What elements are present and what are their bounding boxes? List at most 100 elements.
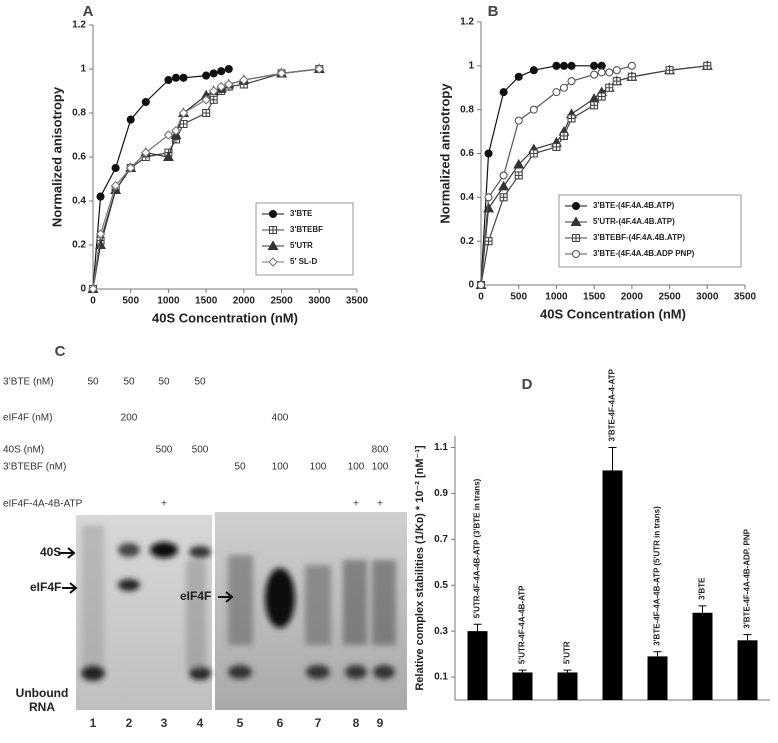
legend-marker xyxy=(267,240,279,251)
x-tick-label: 500 xyxy=(510,292,527,303)
data-point xyxy=(171,73,181,82)
data-point xyxy=(567,114,576,123)
bar xyxy=(467,631,488,700)
x-tick-label: 1000 xyxy=(157,296,180,307)
data-point xyxy=(627,72,636,81)
x-tick-label: 2500 xyxy=(270,296,293,307)
y-tick-label: 0.9 xyxy=(434,488,448,499)
y-tick-label: 0.2 xyxy=(72,240,86,251)
data-point xyxy=(605,83,614,92)
band-label: eIF4F xyxy=(30,580,61,594)
row-label: eIF4F (nM) xyxy=(3,413,52,424)
bar xyxy=(512,672,533,700)
data-point xyxy=(514,72,523,81)
data-point xyxy=(111,163,120,173)
legend-marker xyxy=(268,209,278,219)
data-point xyxy=(484,149,493,158)
data-point xyxy=(96,192,105,201)
row-value: 100 xyxy=(372,462,389,473)
data-point xyxy=(559,131,569,141)
x-tick-label: 0 xyxy=(478,292,484,303)
y-axis-title: Normalized anisotropy xyxy=(49,86,64,227)
row-value: 200 xyxy=(121,413,138,424)
error-bar xyxy=(608,446,617,471)
y-tick-label: 1 xyxy=(80,64,86,75)
data-point xyxy=(499,171,508,180)
y-tick-label: 0 xyxy=(80,284,86,295)
data-point xyxy=(216,81,227,92)
band-label: 40S xyxy=(40,545,61,559)
row-value: 100 xyxy=(348,462,365,473)
lane-number: 6 xyxy=(277,716,284,730)
data-point xyxy=(590,101,599,110)
lane-number: 3 xyxy=(161,716,168,730)
y-tick-label: 1.2 xyxy=(460,17,474,28)
legend-box xyxy=(558,194,742,268)
category-label: 5'UTR-4F-4A-4B-ATP (3'BTE in trans) xyxy=(473,478,482,618)
error-bar xyxy=(743,634,752,641)
bar xyxy=(692,612,713,700)
data-point xyxy=(223,79,234,90)
row-value: 800 xyxy=(372,445,389,456)
bar xyxy=(557,672,578,700)
panel-label: D xyxy=(522,376,533,393)
legend-label: 3'BTEBF xyxy=(290,225,323,234)
y-tick-label: 0.8 xyxy=(460,104,474,115)
legend-label: 3'BTE xyxy=(290,209,313,218)
y-tick-label: 0.3 xyxy=(434,626,448,637)
data-point xyxy=(209,95,218,104)
series-line xyxy=(480,65,602,286)
y-tick-label: 0.6 xyxy=(72,152,86,163)
panel-label: C xyxy=(55,343,66,360)
data-point xyxy=(499,88,508,97)
row-value: 400 xyxy=(272,413,289,424)
legend-label: 3'BTE-(4F.4A.4B.ADP PNP) xyxy=(593,249,695,258)
data-point xyxy=(484,237,493,246)
data-point xyxy=(95,229,106,239)
y-tick-label: 0.1 xyxy=(434,672,448,683)
y-tick-label: 1.2 xyxy=(72,20,86,31)
data-point xyxy=(201,95,211,105)
data-point xyxy=(590,61,599,70)
lane-number: 9 xyxy=(377,716,384,730)
legend-label: 3'BTE-(4F.4A.4B.ATP) xyxy=(593,201,675,210)
data-point xyxy=(703,61,712,70)
data-point xyxy=(590,70,599,79)
data-point xyxy=(567,77,576,86)
row-value: 500 xyxy=(192,445,209,456)
lane-number: 2 xyxy=(126,716,133,730)
y-tick-label: 0.4 xyxy=(460,192,474,203)
error-bar xyxy=(518,669,527,673)
category-label: 3'BTE-4F-4A-4-ATP xyxy=(608,368,617,441)
row-value: 50 xyxy=(234,462,246,473)
legend-marker xyxy=(268,257,278,267)
row-value: 50 xyxy=(158,377,170,388)
data-point xyxy=(567,61,576,70)
legend-marker xyxy=(570,216,582,227)
data-point xyxy=(529,149,538,158)
y-axis-title: Normalized anisotropy xyxy=(437,83,452,224)
data-point xyxy=(605,68,614,77)
x-tick-label: 2000 xyxy=(621,292,644,303)
y-tick-label: 0.8 xyxy=(72,108,86,119)
legend-marker xyxy=(268,225,278,235)
data-point xyxy=(627,61,636,70)
band-label: Unbound xyxy=(16,686,69,700)
data-point xyxy=(125,163,136,173)
lane-number: 5 xyxy=(237,716,244,730)
data-point xyxy=(126,115,135,124)
data-point xyxy=(559,83,569,92)
data-point xyxy=(208,86,219,96)
legend-marker xyxy=(571,201,581,211)
data-point xyxy=(484,193,493,202)
row-value: 100 xyxy=(272,462,289,473)
data-point xyxy=(179,119,188,129)
data-point xyxy=(559,61,569,70)
category-label: 3'BTE-4F-4A-4B-ATP (5'UTR in trans) xyxy=(653,506,662,646)
data-point xyxy=(162,151,174,162)
x-tick-label: 500 xyxy=(122,296,139,307)
x-tick-label: 3000 xyxy=(696,292,719,303)
row-label: eIF4F-4A-4B-ATP xyxy=(3,499,83,510)
x-tick-label: 1500 xyxy=(583,292,606,303)
